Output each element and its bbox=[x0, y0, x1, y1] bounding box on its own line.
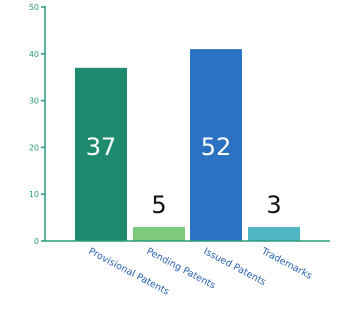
value-labels: 37 5 52 3 bbox=[86, 133, 282, 219]
y-tick-label: 0 bbox=[34, 237, 39, 246]
x-category-label: Trademarks bbox=[259, 245, 314, 281]
bar-pending-patents bbox=[133, 226, 185, 241]
y-axis: 0 10 20 30 40 50 bbox=[29, 3, 46, 246]
bar-trademarks bbox=[248, 226, 300, 241]
y-tick-label: 20 bbox=[29, 143, 39, 152]
y-tick-label: 30 bbox=[29, 97, 39, 106]
bar-issued-patents bbox=[190, 49, 242, 242]
y-tick-label: 50 bbox=[29, 3, 39, 12]
y-tick-label: 40 bbox=[29, 50, 39, 59]
bars bbox=[75, 49, 300, 242]
data-label: 5 bbox=[151, 191, 166, 219]
data-label: 3 bbox=[266, 191, 281, 219]
data-label: 52 bbox=[201, 133, 232, 161]
bar-provisional-patents bbox=[75, 67, 127, 241]
data-label: 37 bbox=[86, 133, 117, 161]
y-tick-label: 10 bbox=[29, 190, 39, 199]
